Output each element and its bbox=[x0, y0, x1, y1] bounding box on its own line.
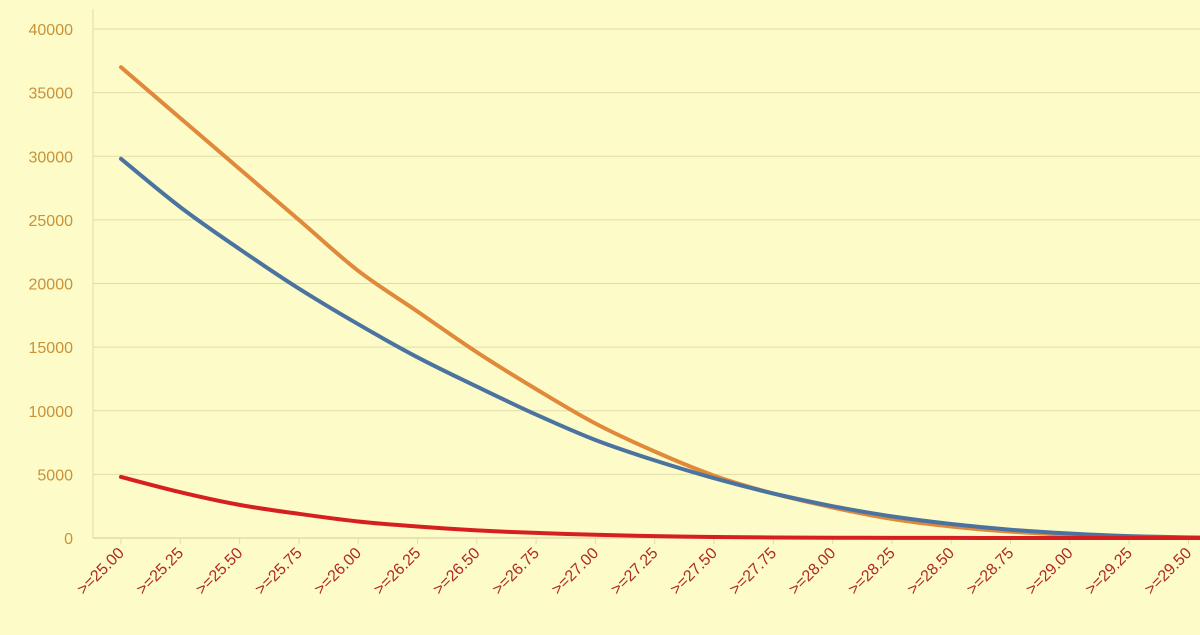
series-line-3 bbox=[119, 474, 1200, 540]
y-tick-label: 5000 bbox=[37, 467, 73, 484]
y-tick-label: 10000 bbox=[29, 404, 74, 421]
y-tick-label: 20000 bbox=[29, 277, 74, 294]
y-tick-label: 30000 bbox=[29, 149, 74, 166]
y-axis-tick-labels: 0 5000 10000 15000 20000 25000 30000 35000 40000 bbox=[29, 22, 74, 548]
gridlines bbox=[93, 28, 1200, 475]
series-lines bbox=[119, 65, 1200, 540]
series-line-2 bbox=[119, 156, 1200, 540]
y-tick-label: 40000 bbox=[29, 22, 74, 39]
y-tick-label: 0 bbox=[64, 531, 73, 548]
y-tick-label: 35000 bbox=[29, 86, 74, 103]
y-tick-label: 25000 bbox=[29, 213, 74, 230]
y-tick-label: 15000 bbox=[29, 340, 74, 357]
